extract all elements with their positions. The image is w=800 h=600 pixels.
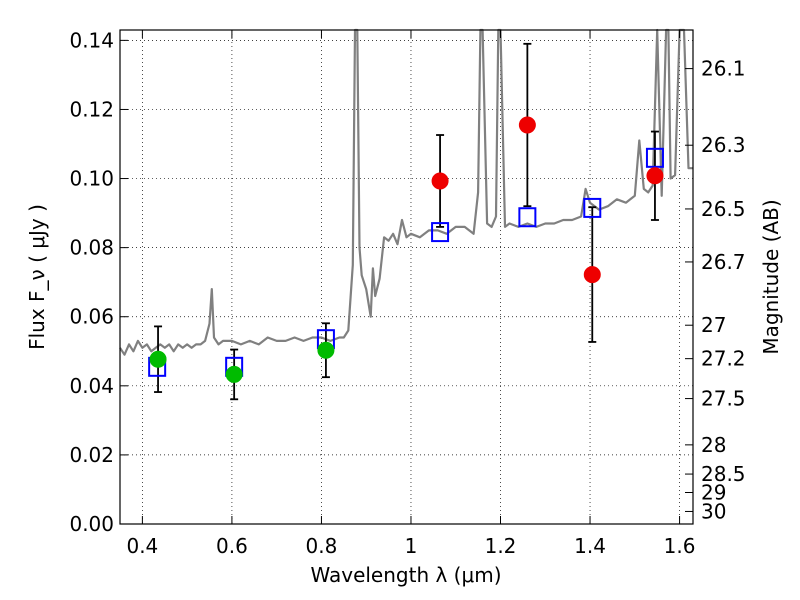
y2-tick-label: 27 bbox=[701, 313, 726, 337]
y2-tick-label: 30 bbox=[701, 499, 726, 523]
y-tick-label: 0.04 bbox=[69, 374, 114, 398]
x-axis-label: Wavelength λ (μm) bbox=[310, 563, 501, 587]
y2-tick-label: 27.5 bbox=[701, 387, 746, 411]
y2-axis-label: Magnitude (AB) bbox=[759, 199, 783, 354]
axes-ticks: 0.4 0.6 0.8 1 1.2 1.4 1.6 0.00 0.02 0.04 0.06 0.08 0… bbox=[69, 28, 745, 558]
errorbar-layer bbox=[154, 42, 659, 401]
green-point bbox=[149, 350, 167, 368]
red-point bbox=[646, 167, 664, 185]
y-tick-label: 0.08 bbox=[69, 236, 114, 260]
y2-tick-label: 26.5 bbox=[701, 197, 746, 221]
x-tick-label: 0.4 bbox=[126, 534, 158, 558]
y-tick-label: 0.10 bbox=[69, 167, 114, 191]
model-box bbox=[645, 147, 664, 168]
y2-tick-label: 28 bbox=[701, 433, 726, 457]
model-box bbox=[431, 222, 450, 243]
grid-lines bbox=[120, 30, 693, 525]
x-tick-label: 1.4 bbox=[574, 534, 606, 558]
y-tick-label: 0.00 bbox=[69, 512, 114, 536]
y2-tick-label: 27.2 bbox=[701, 347, 746, 371]
green-point bbox=[225, 365, 243, 383]
y2-tick-label: 26.3 bbox=[701, 133, 746, 157]
red-point bbox=[518, 116, 536, 134]
y-tick-label: 0.06 bbox=[69, 305, 114, 329]
model-box bbox=[518, 207, 537, 228]
plot-frame bbox=[119, 29, 694, 525]
y2-tick-label: 26.7 bbox=[701, 250, 746, 274]
x-tick-label: 1.6 bbox=[664, 534, 696, 558]
x-tick-label: 0.8 bbox=[306, 534, 338, 558]
spectrum-line bbox=[119, 28, 693, 356]
y-axis-label: Flux F_ν ( μJy ) bbox=[25, 204, 49, 350]
y2-tick-label: 29 bbox=[701, 480, 726, 504]
y2-tick-label: 28.5 bbox=[701, 462, 746, 486]
data-point-layer bbox=[149, 116, 664, 383]
y-tick-label: 0.14 bbox=[69, 28, 114, 52]
red-point bbox=[583, 266, 601, 284]
x-tick-label: 1 bbox=[405, 534, 418, 558]
red-point bbox=[431, 172, 449, 190]
spectrum-layer bbox=[119, 28, 693, 356]
y-tick-label: 0.12 bbox=[69, 97, 114, 121]
green-point bbox=[317, 341, 335, 359]
y-tick-label: 0.02 bbox=[69, 443, 114, 467]
y2-tick-label: 26.1 bbox=[701, 57, 746, 81]
x-tick-label: 0.6 bbox=[216, 534, 248, 558]
model-box bbox=[583, 197, 602, 218]
x-tick-label: 1.2 bbox=[485, 534, 517, 558]
